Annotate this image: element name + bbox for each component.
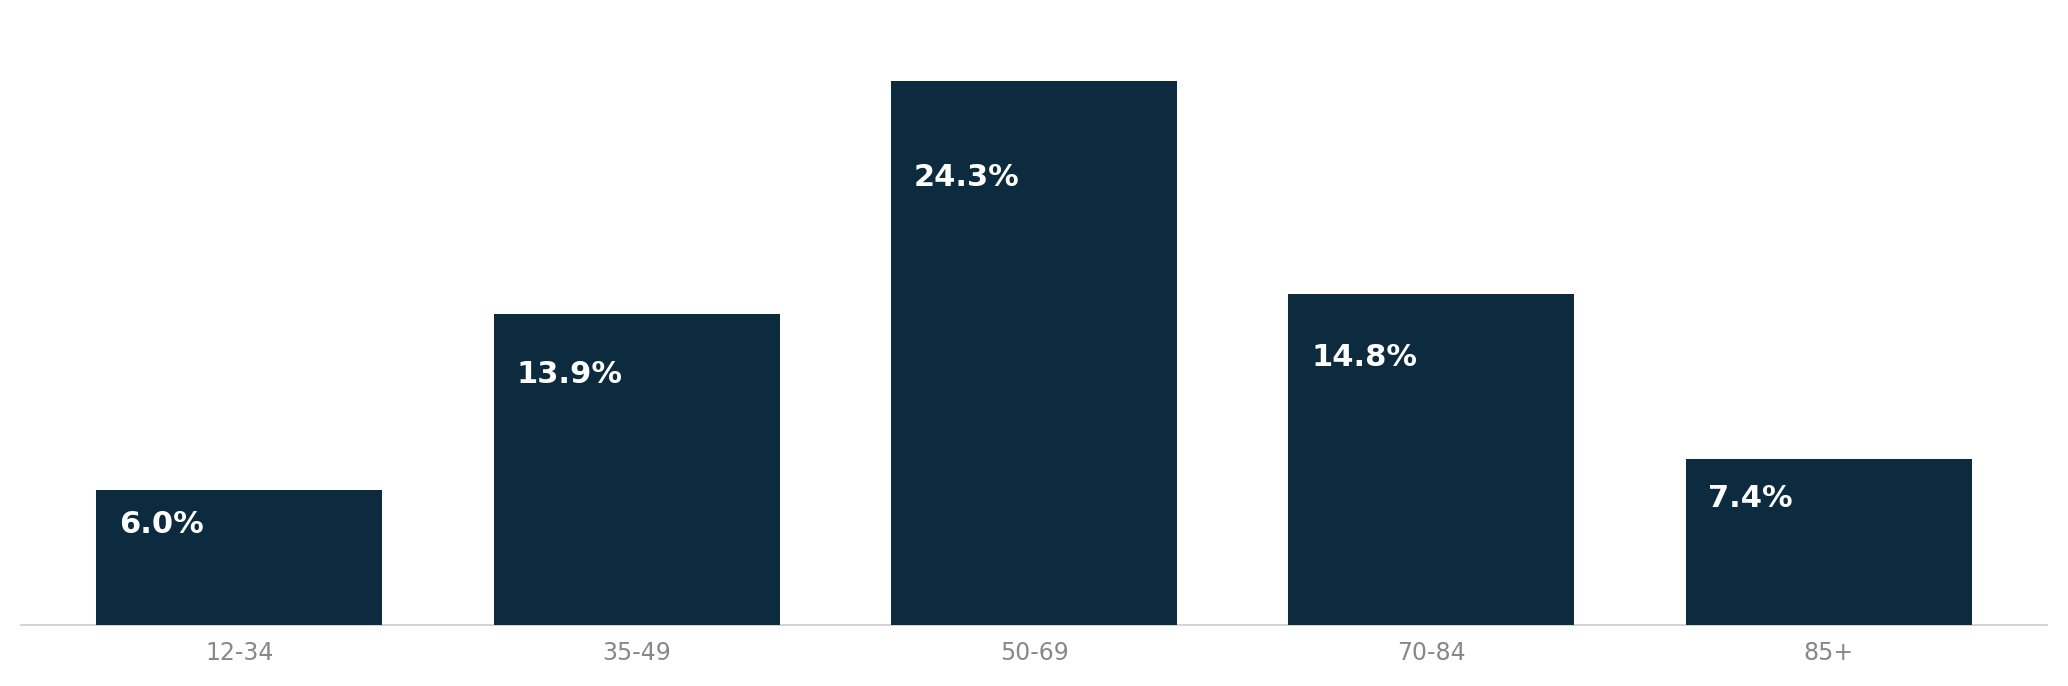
Text: 6.0%: 6.0% bbox=[120, 510, 205, 539]
Bar bbox=[891, 81, 1177, 624]
Text: 24.3%: 24.3% bbox=[914, 163, 1020, 191]
Text: 14.8%: 14.8% bbox=[1311, 343, 1417, 372]
Text: 13.9%: 13.9% bbox=[517, 360, 622, 390]
Bar bbox=[494, 314, 780, 624]
Bar bbox=[97, 490, 383, 624]
Text: 7.4%: 7.4% bbox=[1708, 484, 1793, 513]
Bar bbox=[1685, 459, 1971, 624]
Bar bbox=[1288, 294, 1574, 624]
